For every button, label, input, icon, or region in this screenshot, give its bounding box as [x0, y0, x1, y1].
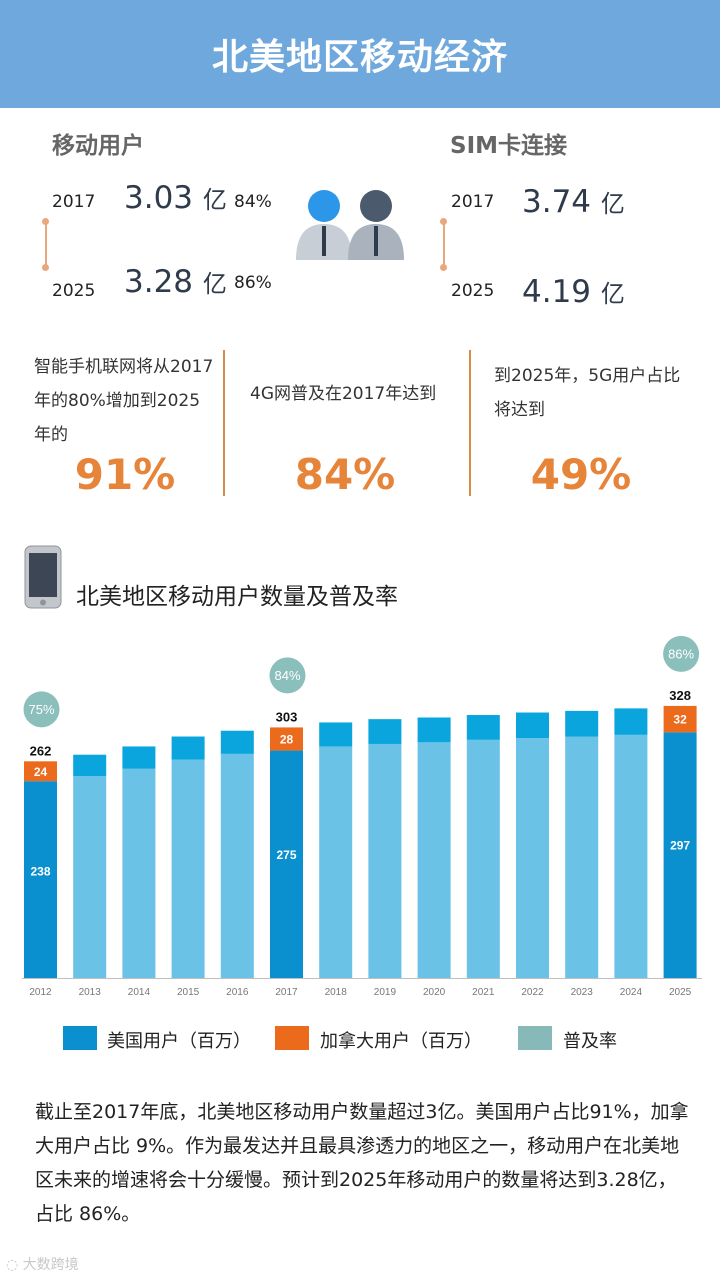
- mobile-pct-2017: 84%: [234, 192, 272, 212]
- stat-smartphone-text: 智能手机联网将从2017年的80%增加到2025年的: [34, 357, 214, 445]
- bar-us-2013: [73, 776, 107, 978]
- penetration-bubble: [663, 635, 700, 672]
- bar-us-2016: [220, 753, 254, 978]
- total-value-label: 303: [276, 709, 298, 724]
- penetration-bubble: [269, 657, 306, 694]
- mobile-value-2025: 3.28 亿: [124, 264, 227, 300]
- mobile-pct-2025: 86%: [234, 273, 272, 293]
- penetration-bubble: [23, 691, 60, 728]
- x-tick-label: 2020: [423, 987, 446, 998]
- bar-canada-2025: [663, 705, 697, 733]
- bar-us-2021: [466, 739, 500, 978]
- phone-icon: [24, 545, 62, 609]
- users-icon: [296, 190, 404, 260]
- us-value-label: 297: [670, 838, 690, 852]
- stat-4g-value: 84%: [294, 450, 396, 499]
- bar-canada-2022: [516, 712, 549, 739]
- bar-us-2023: [565, 736, 599, 978]
- bar-canada-2020: [417, 717, 451, 743]
- stat-5g-value: 49%: [530, 450, 632, 499]
- sim-value-2017: 3.74 亿: [522, 184, 625, 220]
- mobile-value-2017: 3.03 亿: [124, 180, 227, 216]
- timeline-dot-top: [42, 218, 49, 225]
- bar-canada-2012: [24, 761, 57, 782]
- x-tick-label: 2012: [29, 987, 52, 998]
- x-tick-label: 2015: [177, 987, 200, 998]
- mobile-year-2025: 2025: [52, 281, 96, 301]
- total-value-label: 328: [669, 688, 691, 703]
- sim-year-2025: 2025: [451, 281, 495, 301]
- legend-swatch-penetration: [518, 1026, 552, 1050]
- x-tick-label: 2025: [669, 987, 692, 998]
- mobile-year-2017: 2017: [52, 192, 96, 212]
- x-tick-label: 2018: [325, 987, 348, 998]
- sim-timeline-dot-bottom: [440, 264, 447, 271]
- penetration-label: 75%: [28, 702, 54, 717]
- bar-us-2018: [319, 746, 353, 978]
- stat-divider: [469, 350, 471, 496]
- bar-us-2025: [663, 732, 697, 978]
- x-tick-label: 2021: [472, 987, 495, 998]
- legend-label-us: 美国用户（百万）: [107, 1031, 251, 1052]
- bar-canada-2016: [220, 730, 254, 754]
- bar-canada-2017: [270, 727, 303, 751]
- bar-us-2024: [614, 734, 648, 978]
- timeline-dot-bottom: [42, 264, 49, 271]
- x-tick-label: 2024: [620, 987, 643, 998]
- legend-label-penetration: 普及率: [563, 1031, 617, 1052]
- header-banner: 北美地区移动经济: [0, 0, 720, 108]
- x-tick-label: 2016: [226, 987, 249, 998]
- sim-label: SIM卡连接: [450, 133, 568, 159]
- stat-smartphone-value: 91%: [74, 450, 176, 499]
- sim-year-2017: 2017: [451, 192, 495, 212]
- bar-us-2015: [171, 759, 205, 978]
- x-tick-label: 2022: [521, 987, 544, 998]
- stat-divider: [223, 350, 225, 496]
- us-value-label: 238: [30, 865, 50, 879]
- sim-value-2025: 4.19 亿: [522, 274, 625, 310]
- penetration-label: 86%: [668, 646, 694, 661]
- legend-swatch-canada: [275, 1026, 309, 1050]
- x-tick-label: 2017: [275, 987, 298, 998]
- stat-4g-text: 4G网普及在2017年达到: [250, 384, 437, 404]
- sim-timeline-dot-top: [440, 218, 447, 225]
- page-title: 北美地区移动经济: [211, 37, 508, 78]
- canada-value-label: 28: [280, 732, 294, 746]
- bar-us-2022: [516, 738, 549, 978]
- bar-canada-2021: [466, 715, 500, 740]
- total-value-label: 262: [30, 743, 52, 758]
- mobile-users-label: 移动用户: [52, 133, 144, 159]
- watermark-logo-icon: ◌: [6, 1257, 19, 1273]
- bar-us-2020: [417, 742, 451, 978]
- penetration-label: 84%: [274, 668, 300, 683]
- legend-label-canada: 加拿大用户（百万）: [320, 1031, 482, 1052]
- bar-canada-2024: [614, 708, 648, 735]
- x-tick-label: 2023: [571, 987, 594, 998]
- chart-title: 北美地区移动用户数量及普及率: [76, 584, 398, 610]
- subscribers-bar-chart: 2012 238 24 262 75% 2013 2014 2015 2016 2017 275 28…: [22, 635, 702, 998]
- bar-canada-2018: [319, 722, 353, 747]
- bar-canada-2019: [368, 719, 402, 744]
- bar-canada-2023: [565, 710, 599, 737]
- timeline-line: [44, 224, 47, 266]
- x-tick-label: 2014: [128, 987, 151, 998]
- legend-swatch-us: [63, 1026, 97, 1050]
- x-tick-label: 2013: [79, 987, 102, 998]
- x-tick-label: 2019: [374, 987, 397, 998]
- bar-canada-2015: [171, 736, 205, 760]
- us-value-label: 275: [276, 848, 296, 862]
- bar-us-2017: [270, 750, 303, 978]
- bar-us-2012: [24, 781, 57, 978]
- bar-us-2019: [368, 743, 402, 978]
- watermark: ◌ 大数跨境: [6, 1257, 79, 1273]
- bar-us-2014: [122, 768, 156, 978]
- stat-5g-text: 到2025年，5G用户占比将达到: [494, 366, 681, 420]
- bar-canada-2014: [122, 746, 156, 769]
- canada-value-label: 24: [34, 765, 48, 779]
- summary-paragraph: 截止至2017年底，北美地区移动用户数量超过3亿。美国用户占比91%，加拿大用户…: [35, 1101, 689, 1225]
- canada-value-label: 32: [673, 713, 687, 727]
- sim-timeline-line: [442, 224, 445, 266]
- bar-canada-2013: [73, 754, 107, 777]
